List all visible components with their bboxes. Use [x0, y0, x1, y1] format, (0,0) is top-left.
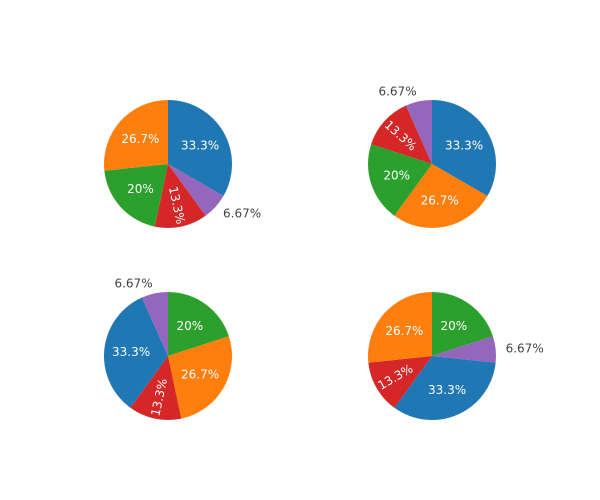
- pie-slice: [154, 164, 206, 229]
- pie-slice: [103, 100, 168, 171]
- pie-slice: [432, 100, 497, 196]
- pie-slice: [130, 356, 182, 421]
- pie-slice: [168, 292, 229, 356]
- slice-label: 33.3%: [445, 138, 483, 152]
- slice-label: 26.7%: [181, 368, 219, 382]
- pie-slice: [168, 100, 233, 196]
- pie-3: 20%26.7%13.3%33.3%6.67%: [103, 277, 233, 421]
- slice-label: 20%: [383, 169, 410, 183]
- slice-label: 20%: [127, 182, 154, 196]
- slice-label: 6.67%: [223, 207, 261, 221]
- slice-label: 6.67%: [114, 277, 152, 291]
- slice-label: 33.3%: [181, 138, 219, 152]
- pie-2: 33.3%26.7%20%13.3%6.67%: [367, 85, 497, 229]
- slice-label: 26.7%: [421, 193, 459, 207]
- slice-label: 20%: [440, 319, 467, 333]
- pie-slice: [141, 292, 168, 356]
- slice-label: 33.3%: [112, 345, 150, 359]
- pie-slice: [367, 292, 432, 363]
- pie-slice: [432, 292, 493, 356]
- pie-slice: [104, 164, 168, 227]
- slice-label: 6.67%: [506, 341, 544, 355]
- slice-label: 26.7%: [385, 324, 423, 338]
- pie-slice: [371, 105, 432, 164]
- pie-slice: [368, 356, 432, 408]
- pie-4: 20%6.67%33.3%13.3%26.7%: [367, 292, 544, 421]
- pie-slice: [394, 164, 488, 229]
- slice-label: 26.7%: [121, 132, 159, 146]
- pie-slice: [168, 164, 224, 216]
- pie-slice: [168, 336, 233, 419]
- pie-slice: [405, 100, 432, 164]
- slice-label: 33.3%: [428, 383, 466, 397]
- pie-slice: [394, 356, 496, 421]
- slice-label: 6.67%: [378, 85, 416, 99]
- pie-slice: [367, 144, 432, 216]
- pie-1: 33.3%6.67%13.3%20%26.7%: [103, 100, 261, 229]
- pie-slice: [432, 336, 497, 363]
- pie-slice: [103, 297, 168, 408]
- slice-label: 20%: [176, 319, 203, 333]
